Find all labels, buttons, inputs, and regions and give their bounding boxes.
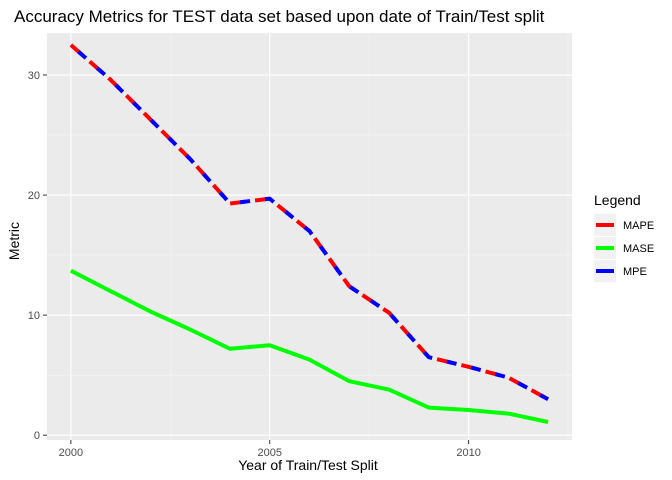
x-tick-label: 2000 xyxy=(59,447,83,459)
grid xyxy=(47,33,572,440)
x-axis-title: Year of Train/Test Split xyxy=(238,457,378,473)
legend: Legend MAPE MASE MPE xyxy=(594,192,654,282)
axes: 2000 2005 2010 0 10 20 30 xyxy=(28,70,481,459)
y-tick-label: 20 xyxy=(28,190,40,202)
series-layer xyxy=(69,43,550,424)
panel-background xyxy=(47,33,572,440)
legend-title: Legend xyxy=(594,192,641,208)
x-tick-label: 2010 xyxy=(456,447,480,459)
y-tick-label: 0 xyxy=(34,430,40,442)
series-line-mape xyxy=(69,43,550,401)
x-tick-label: 2005 xyxy=(257,447,281,459)
chart-title: Accuracy Metrics for TEST data set based… xyxy=(14,7,545,26)
series-line-mase xyxy=(69,268,549,424)
legend-label-mpe: MPE xyxy=(623,266,647,278)
y-tick-label: 30 xyxy=(28,70,40,82)
y-axis-title: Metric xyxy=(6,222,22,260)
legend-label-mase: MASE xyxy=(623,243,654,255)
series-line-mpe xyxy=(69,43,550,401)
legend-label-mape: MAPE xyxy=(623,220,654,232)
y-tick-label: 10 xyxy=(28,310,40,322)
